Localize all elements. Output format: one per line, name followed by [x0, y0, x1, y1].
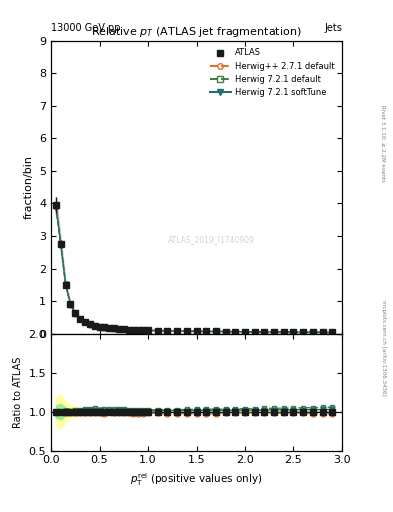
Y-axis label: Ratio to ATLAS: Ratio to ATLAS — [13, 356, 23, 428]
Text: mcplots.cern.ch [arXiv:1306.3436]: mcplots.cern.ch [arXiv:1306.3436] — [381, 301, 386, 396]
X-axis label: $p_{\mathrm{T}}^{\mathrm{rel}}$ (positive values only): $p_{\mathrm{T}}^{\mathrm{rel}}$ (positiv… — [130, 471, 263, 488]
Title: Relative $p_T$ (ATLAS jet fragmentation): Relative $p_T$ (ATLAS jet fragmentation) — [91, 26, 302, 39]
Text: 13000 GeV pp: 13000 GeV pp — [51, 23, 121, 33]
Text: ATLAS_2019_I1740909: ATLAS_2019_I1740909 — [167, 236, 255, 244]
Y-axis label: fraction/bin: fraction/bin — [24, 155, 33, 219]
Text: Rivet 3.1.10; ≥ 2.2M events: Rivet 3.1.10; ≥ 2.2M events — [381, 105, 386, 182]
Text: Jets: Jets — [324, 23, 342, 33]
Legend: ATLAS, Herwig++ 2.7.1 default, Herwig 7.2.1 default, Herwig 7.2.1 softTune: ATLAS, Herwig++ 2.7.1 default, Herwig 7.… — [206, 45, 338, 100]
